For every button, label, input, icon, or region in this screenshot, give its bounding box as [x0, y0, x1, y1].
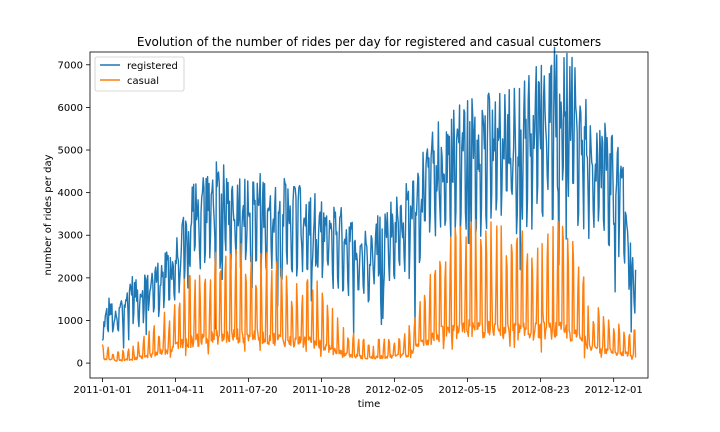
y-tick-label: 6000	[58, 103, 83, 114]
y-tick-label: 7000	[58, 60, 83, 71]
x-tick-label: 2012-12-01	[585, 385, 643, 396]
x-axis: 2011-01-01 2011-04-11 2011-07-20 2011-10-28…	[73, 378, 643, 396]
legend-label-casual: casual	[127, 76, 159, 87]
x-tick-label: 2012-08-23	[512, 385, 570, 396]
x-tick-label: 2012-05-15	[439, 385, 497, 396]
x-tick-label: 2011-04-11	[146, 385, 204, 396]
legend-label-registered: registered	[127, 61, 178, 72]
y-tick-label: 1000	[58, 316, 83, 327]
y-tick-label: 0	[77, 359, 83, 370]
plot-frame	[89, 51, 649, 379]
series-line-casual	[101, 219, 637, 362]
y-tick-label: 5000	[58, 146, 83, 157]
series-layer	[101, 46, 637, 362]
chart-title: Evolution of the number of rides per day…	[137, 35, 601, 49]
y-tick-label: 4000	[58, 188, 83, 199]
y-tick-label: 2000	[58, 273, 83, 284]
y-tick-label: 3000	[58, 231, 83, 242]
x-tick-label: 2011-01-01	[73, 385, 131, 396]
x-tick-label: 2012-02-05	[366, 385, 424, 396]
x-tick-label: 2011-07-20	[219, 385, 277, 396]
legend: registered casual	[94, 56, 185, 92]
series-line-registered	[101, 46, 637, 349]
x-axis-label: time	[358, 399, 381, 410]
x-tick-label: 2011-10-28	[292, 385, 350, 396]
y-axis-label: number of rides per day	[43, 154, 54, 275]
y-axis: 0 1000 2000 3000 4000 5000 6000 7000	[58, 60, 90, 370]
